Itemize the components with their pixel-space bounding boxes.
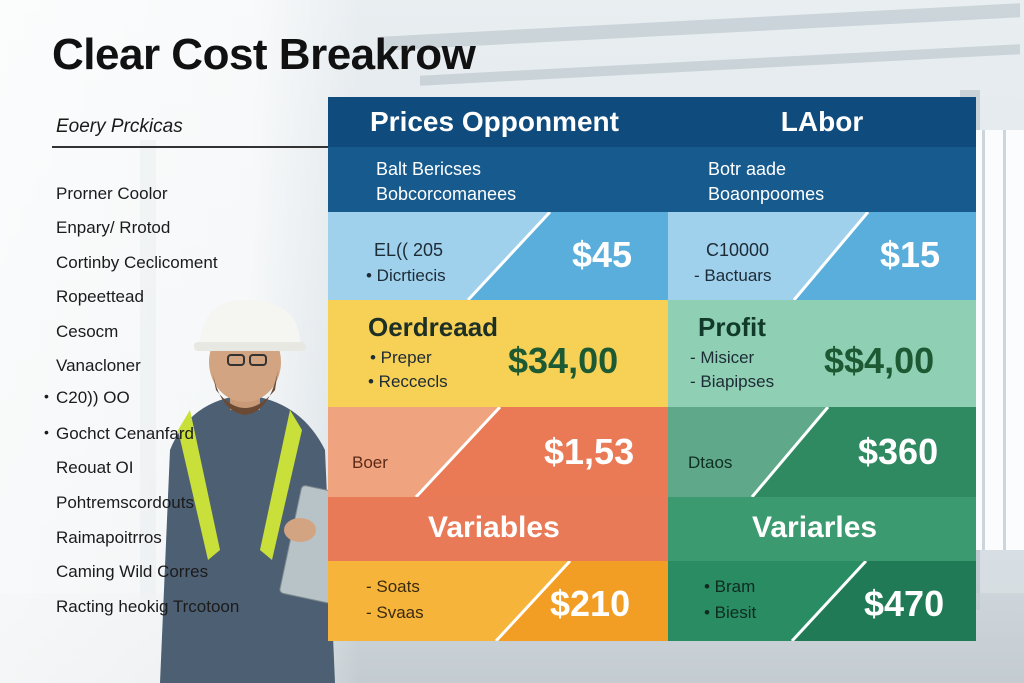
list-item: Caming Wild Corres	[56, 562, 209, 581]
page-title: Clear Cost Breakrow	[52, 30, 476, 79]
cost-row-5: - Soats - Svaas $210	[328, 561, 670, 641]
page-subtitle: Eoery Prckicas	[56, 116, 183, 137]
row-item: • Biesit	[704, 603, 757, 622]
row-label: Variables	[428, 511, 560, 544]
row-item: - Svaas	[366, 603, 424, 622]
list-item: Pohtremscordouts	[56, 493, 194, 512]
list-item: Reouat OI	[56, 458, 134, 477]
diagonal-band	[792, 212, 976, 300]
row-code: C10000	[706, 240, 770, 260]
list-item: Cesocm	[56, 322, 119, 341]
row-item: - Bactuars	[694, 266, 772, 285]
row-item: • Preper	[370, 348, 432, 367]
row-label: Boer	[352, 453, 388, 472]
row-amount: $$4,00	[824, 340, 935, 381]
cost-row-2: Profit - Misicer - Biapipses $$4,00	[668, 300, 976, 407]
row-amount: $15	[880, 234, 941, 275]
subheader-line: Boaonpoomes	[708, 184, 825, 204]
row-code: EL(( 205	[374, 240, 444, 260]
list-item: Racting heokig Trcotoon	[56, 597, 240, 616]
column-header: Prices Opponment	[328, 97, 670, 147]
cost-row-1: EL(( 205 • Dicrtiecis $45	[328, 212, 670, 300]
diagonal-band	[750, 407, 976, 497]
row-label: Variarles	[752, 511, 878, 544]
column-header: LAbor	[668, 97, 976, 147]
row-item: - Biapipses	[690, 372, 775, 391]
diagonal-band	[414, 407, 670, 497]
list-item: Raimapoitrros	[56, 528, 162, 547]
ceiling-beam	[380, 3, 1020, 51]
column-header-text: Prices Opponment	[370, 106, 619, 137]
list-item: Prorner Coolor	[56, 184, 168, 203]
cost-row-3: Boer $1,53	[328, 407, 670, 497]
column-subheader: Botr aade Boaonpoomes	[668, 147, 976, 212]
cost-row-3: Dtaos $360	[668, 407, 976, 497]
cost-row-5: • Bram • Biesit $470	[668, 561, 976, 641]
row-amount: $360	[858, 431, 939, 472]
list-item: Vanacloner	[56, 356, 141, 375]
row-item: • Bram	[704, 577, 756, 596]
list-item: Gochct Cenanfard	[44, 424, 194, 444]
variables-row: Variables	[328, 497, 670, 561]
row-item: • Dicrtiecis	[366, 266, 446, 285]
row-amount: $470	[864, 583, 945, 624]
row-amount: $210	[550, 583, 631, 624]
row-amount: $1,53	[544, 431, 635, 472]
row-label: Oerdreaad	[368, 312, 499, 342]
subheader-line: Bobcorcomanees	[376, 184, 517, 204]
row-item: - Soats	[366, 577, 420, 596]
row-amount: $45	[572, 234, 633, 275]
column-subheader: Balt Bericses Bobcorcomanees	[328, 147, 670, 212]
row-label: Dtaos	[688, 453, 733, 472]
cost-row-2: Oerdreaad • Preper • Reccecls $34,00	[328, 300, 670, 407]
diagonal-band	[790, 561, 976, 641]
list-item: Ropeettead	[56, 287, 144, 306]
diagonal-band	[466, 212, 670, 300]
row-label: Profit	[698, 312, 766, 342]
cost-row-1: C10000 - Bactuars $15	[668, 212, 976, 300]
row-item: • Reccecls	[368, 372, 448, 391]
subheader-line: Balt Bericses	[376, 159, 482, 179]
construction-worker-illustration	[160, 300, 350, 683]
list-item: C20)) OO	[44, 388, 130, 408]
list-item: Enpary/ Rrotod	[56, 218, 171, 237]
diagonal-band	[494, 561, 670, 641]
row-amount: $34,00	[508, 340, 619, 381]
variables-row: Variarles	[668, 497, 976, 561]
title-divider	[52, 146, 348, 148]
row-item: - Misicer	[690, 348, 755, 367]
column-header-text: LAbor	[780, 106, 864, 137]
list-item: Cortinby Ceclicoment	[56, 253, 218, 272]
subheader-line: Botr aade	[708, 159, 787, 179]
ceiling-beam	[420, 44, 1020, 86]
